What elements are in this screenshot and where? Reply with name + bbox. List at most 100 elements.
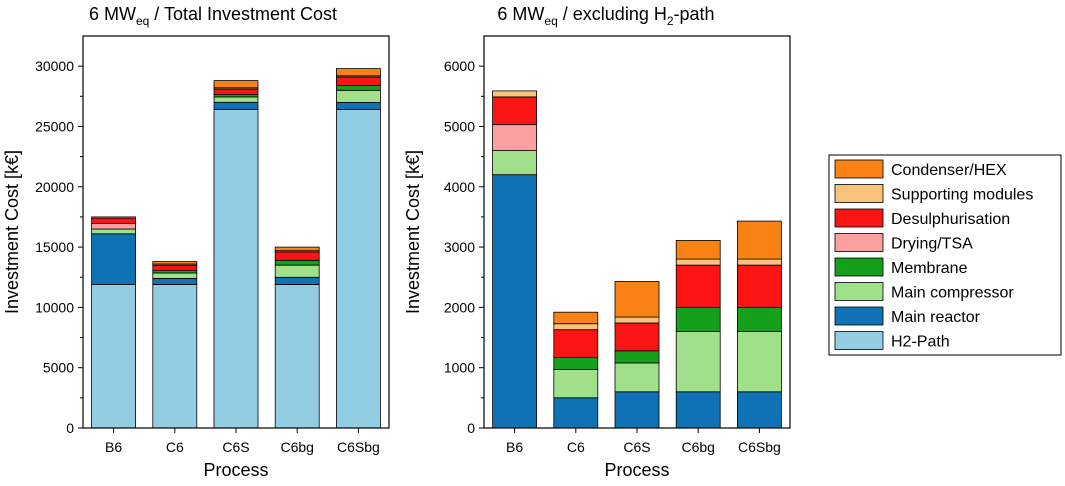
bar-segment-C6bg-main-compressor [274, 264, 320, 278]
legend-label: Main compressor [891, 285, 1014, 302]
legend-label: Desulphurisation [891, 211, 1010, 228]
x-axis-title: Process [203, 460, 268, 480]
bar-segment-C6S-desulphurisation [213, 88, 259, 95]
bar-segment-C6Sbg-condenser-hex [737, 220, 782, 260]
legend-swatch [834, 233, 884, 252]
chart-excluding-h2-path: B6 C6 C6S C6bg C6Sbg 0 1000 2000 3000 4000 5000 600… [403, 4, 791, 480]
legend-swatch [834, 282, 884, 301]
bar-segment-C6-main-compressor [152, 272, 198, 279]
bar-segment-C6bg-desulphurisation [675, 264, 721, 308]
bar-segment-C6Sbg-membrane [335, 85, 381, 91]
bar-segment-C6-condenser-hex [553, 311, 599, 325]
bar-segment-C6bg-h2-path [274, 284, 320, 429]
y-tick-label: 0 [467, 420, 475, 436]
bar-segment-C6bg-condenser-hex [274, 246, 320, 252]
bar-segment-B6-drying-tsa [91, 223, 136, 230]
bar-segment-B6-main-reactor [492, 174, 538, 429]
y-tick-label: 5000 [444, 118, 475, 134]
y-tick-label: 30000 [35, 58, 74, 74]
bar-segment-C6Sbg-main-reactor [335, 101, 381, 110]
legend-swatch [834, 184, 884, 203]
x-tick-label: C6S [623, 439, 650, 455]
x-tick-label: C6 [166, 439, 184, 455]
bar-segment-C6Sbg-h2-path [335, 109, 381, 429]
plot-frame [483, 35, 791, 429]
bar-segment-B6-main-reactor [91, 233, 136, 285]
legend-label: Supporting modules [891, 187, 1033, 204]
plot-frame [82, 35, 390, 429]
bar-segment-C6-main-reactor [553, 397, 599, 429]
bar-segment-B6-h2-path [91, 284, 136, 429]
bar-segment-C6-h2-path [152, 284, 198, 429]
bar-segment-C6S-main-reactor [213, 101, 259, 110]
bar-segment-C6Sbg-condenser-hex [335, 68, 381, 77]
x-tick-label: C6bg [280, 439, 313, 455]
x-tick-label: C6Sbg [738, 439, 781, 455]
bar-segment-C6S-condenser-hex [213, 80, 259, 89]
bar-segment-B6-main-compressor [91, 228, 136, 235]
bar-segment-C6-main-compressor [553, 369, 599, 399]
y-tick-label: 4000 [444, 179, 475, 195]
chart-total-investment: B6 C6 C6S C6bg C6Sbg 0 5000 10000 15000 20000 2500… [2, 4, 390, 480]
chart-title: 6 MWeq / Total Investment Cost [89, 4, 337, 28]
bar-segment-C6Sbg-main-compressor [737, 331, 782, 393]
legend-label: Main reactor [891, 309, 981, 326]
bar-segment-C6-desulphurisation [553, 329, 599, 358]
bar-segment-C6S-condenser-hex [614, 281, 660, 318]
bar-segment-C6-condenser-hex [152, 261, 198, 265]
y-tick-label: 6000 [444, 58, 475, 74]
bar-segment-C6bg-membrane [675, 306, 721, 332]
x-axis-title: Process [604, 460, 669, 480]
bar-segment-C6S-supporting-modules [614, 316, 660, 324]
y-tick-label: 0 [66, 420, 74, 436]
bar-segment-C6bg-main-compressor [675, 331, 721, 393]
x-tick-label: C6S [222, 439, 249, 455]
bar-segment-C6S-desulphurisation [614, 322, 660, 352]
legend-swatch [834, 159, 884, 179]
y-tick-label: 3000 [444, 239, 475, 255]
y-tick-label: 15000 [35, 239, 74, 255]
bar-segment-C6Sbg-desulphurisation [335, 76, 381, 86]
legend: Condenser/HEX Supporting modules Desulphur… [828, 154, 1062, 356]
x-tick-label: B6 [506, 439, 523, 455]
y-tick-label: 2000 [444, 299, 475, 315]
bar-segment-C6-supporting-modules [553, 323, 599, 331]
legend-swatch [834, 331, 884, 350]
y-tick-label: 20000 [35, 179, 74, 195]
x-tick-label: B6 [105, 439, 122, 455]
bar-segment-B6-main-compressor [492, 150, 538, 176]
bar-segment-C6bg-main-reactor [274, 276, 320, 285]
y-tick-label: 5000 [43, 360, 74, 376]
legend-swatch [834, 208, 884, 228]
bar-segment-C6-desulphurisation [152, 264, 198, 272]
bar-segment-C6bg-membrane [274, 259, 320, 266]
bar-segment-B6-desulphurisation [492, 96, 538, 126]
bar-segment-C6bg-condenser-hex [675, 239, 721, 260]
legend-label: Membrane [891, 260, 968, 277]
bar-segment-C6S-main-compressor [213, 96, 259, 103]
bar-segment-C6S-membrane [614, 350, 660, 364]
bar-segment-C6bg-main-reactor [675, 391, 721, 429]
bar-segment-B6-desulphurisation [91, 217, 136, 224]
legend-label: Drying/TSA [891, 236, 973, 253]
bar-segment-C6-main-reactor [152, 277, 198, 285]
legend-label: Condenser/HEX [891, 162, 1007, 179]
bar-segment-C6bg-desulphurisation [274, 251, 320, 261]
bar-segment-B6-drying-tsa [492, 124, 538, 151]
bar-segment-C6Sbg-membrane [737, 306, 782, 332]
y-tick-label: 10000 [35, 299, 74, 315]
bar-segment-B6-supporting-modules [492, 90, 538, 98]
bar-segment-C6Sbg-desulphurisation [737, 264, 782, 308]
bar-segment-C6Sbg-main-compressor [335, 89, 381, 103]
x-tick-label: C6bg [681, 439, 714, 455]
legend-label: H2-Path [891, 334, 950, 351]
y-tick-label: 1000 [444, 360, 475, 376]
bar-segment-C6Sbg-main-reactor [737, 391, 782, 429]
bar-segment-C6S-main-compressor [614, 362, 660, 393]
bar-segment-C6S-h2-path [213, 109, 259, 429]
legend-swatch [834, 306, 884, 326]
chart-title: 6 MWeq / excluding H2-path [497, 4, 714, 28]
y-tick-label: 25000 [35, 118, 74, 134]
y-axis-title: Investment Cost [k€] [2, 150, 22, 314]
bar-segment-C6-membrane [553, 356, 599, 370]
